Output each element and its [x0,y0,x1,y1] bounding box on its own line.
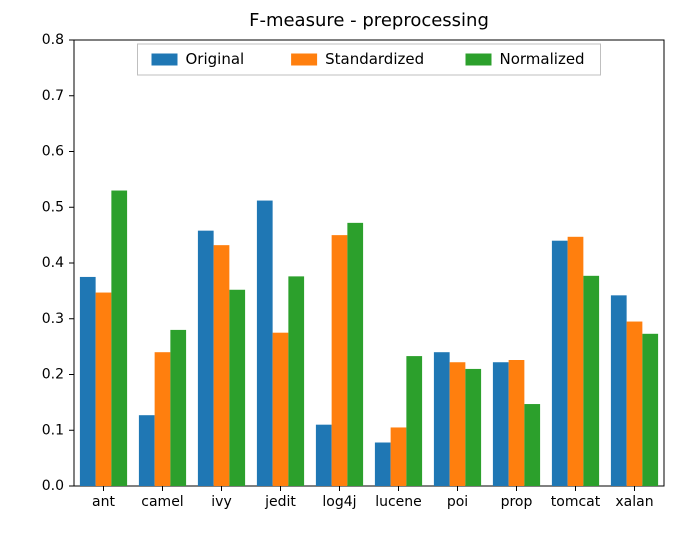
x-tick-label: log4j [322,494,356,510]
bar-standardized-log4j [332,235,348,486]
legend-swatch-standardized [291,54,317,66]
chart-svg: 0.0 0.1 0.2 0.3 0.4 0.5 0.6 0.7 0.8 ant camel ivy je… [0,0,685,536]
x-tick-label: camel [141,494,183,510]
bar-original-xalan [611,295,627,486]
x-tick-label: xalan [615,494,653,510]
x-tick-label: prop [501,494,533,510]
bar-standardized-jedit [273,333,289,486]
bar-normalized-ant [111,191,127,486]
bar-normalized-ivy [229,290,245,486]
bar-original-ant [80,277,96,486]
legend-swatch-normalized [466,54,492,66]
bar-standardized-ant [96,293,112,486]
bar-original-tomcat [552,241,568,486]
bar-standardized-ivy [214,245,230,486]
legend: Original Standardized Normalized [138,44,601,75]
bar-normalized-camel [170,330,186,486]
bar-standardized-prop [509,360,525,486]
bar-normalized-prop [524,404,540,486]
x-tick-label: lucene [375,494,422,510]
bar-original-prop [493,362,509,486]
y-tick-label: 0.6 [42,144,64,160]
y-tick-label: 0.5 [42,199,64,215]
legend-label-normalized: Normalized [500,50,585,68]
bar-normalized-jedit [288,276,304,486]
bar-normalized-poi [465,369,481,486]
bar-original-log4j [316,425,332,486]
y-tick-label: 0.0 [42,478,64,494]
bar-normalized-tomcat [583,276,599,486]
bar-original-lucene [375,443,391,486]
bar-normalized-lucene [406,356,422,486]
fmeasure-bar-chart: 0.0 0.1 0.2 0.3 0.4 0.5 0.6 0.7 0.8 ant camel ivy je… [0,0,685,536]
legend-label-standardized: Standardized [325,50,424,68]
bar-original-camel [139,415,155,486]
y-tick-label: 0.2 [42,367,64,383]
bar-standardized-tomcat [568,237,584,486]
y-tick-label: 0.8 [42,32,64,48]
legend-label-original: Original [186,50,245,68]
x-tick-label: poi [447,494,468,510]
x-tick-label: ant [92,494,115,510]
x-tick-label: jedit [264,494,296,510]
bar-original-ivy [198,231,214,486]
bar-normalized-log4j [347,223,363,486]
bar-standardized-xalan [627,322,643,486]
y-tick-label: 0.4 [42,255,64,271]
legend-swatch-original [152,54,178,66]
bar-original-poi [434,352,450,486]
bar-standardized-poi [450,362,466,486]
bar-normalized-xalan [642,334,658,486]
y-tick-label: 0.3 [42,311,64,327]
bar-standardized-camel [155,352,171,486]
chart-title: F-measure - preprocessing [249,10,489,31]
x-tick-label: ivy [211,494,231,510]
bar-original-jedit [257,201,273,486]
y-tick-label: 0.1 [42,422,64,438]
x-tick-label: tomcat [551,494,601,510]
y-tick-label: 0.7 [42,88,64,104]
bar-standardized-lucene [391,427,407,486]
